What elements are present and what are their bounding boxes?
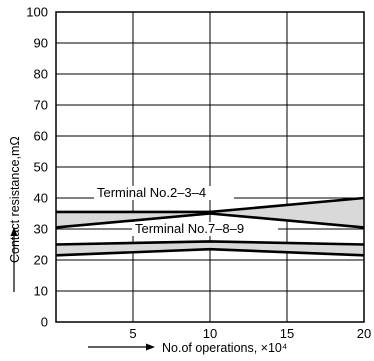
band-label-bg-2 bbox=[132, 222, 278, 236]
x-tick-label-15: 15 bbox=[280, 326, 294, 341]
frame-layer bbox=[10, 11, 365, 351]
y-tick-label-80: 80 bbox=[34, 67, 48, 82]
band-label-bg-1 bbox=[94, 186, 234, 200]
y-tick-label-40: 40 bbox=[34, 191, 48, 206]
y-tick-label-10: 10 bbox=[34, 284, 48, 299]
y-axis-title: Contact resistance,mΩ bbox=[8, 136, 22, 263]
x-axis-arrow-head bbox=[146, 343, 155, 351]
x-axis-title: No.of operations, ×10⁴ bbox=[162, 341, 287, 355]
y-tick-label-20: 20 bbox=[34, 253, 48, 268]
grid-layer bbox=[56, 12, 364, 322]
band-lower-line-2 bbox=[55, 247, 365, 257]
x-tick-label-5: 5 bbox=[129, 326, 136, 341]
band-label-2: Terminal No.7–8–9 bbox=[135, 221, 244, 236]
plot-frame bbox=[55, 11, 365, 323]
y-tick-label-70: 70 bbox=[34, 98, 48, 113]
band-lower-line-1 bbox=[55, 212, 365, 229]
y-axis-arrow-head bbox=[10, 227, 18, 236]
y-tick-label-90: 90 bbox=[34, 36, 48, 51]
y-tick-label-50: 50 bbox=[34, 160, 48, 175]
band-upper-line-1 bbox=[56, 196, 365, 214]
label-layer: Terminal No.2–3–4 Terminal No.7–8–9 bbox=[94, 185, 278, 236]
band-layer bbox=[55, 196, 365, 257]
y-tick-label-30: 30 bbox=[34, 222, 48, 237]
y-tick-label-100: 100 bbox=[26, 5, 48, 20]
y-tick-label-0: 0 bbox=[41, 315, 48, 330]
x-tick-label-10: 10 bbox=[203, 326, 217, 341]
band-label-1: Terminal No.2–3–4 bbox=[97, 185, 206, 200]
tick-layer: 0 10 20 30 40 50 60 70 80 90 100 5 10 15 20 bbox=[26, 5, 371, 342]
x-tick-label-20: 20 bbox=[357, 326, 371, 341]
band-upper-line-2 bbox=[55, 240, 365, 246]
y-tick-label-60: 60 bbox=[34, 129, 48, 144]
axis-title-layer: No.of operations, ×10⁴ Contact resistanc… bbox=[8, 136, 287, 355]
